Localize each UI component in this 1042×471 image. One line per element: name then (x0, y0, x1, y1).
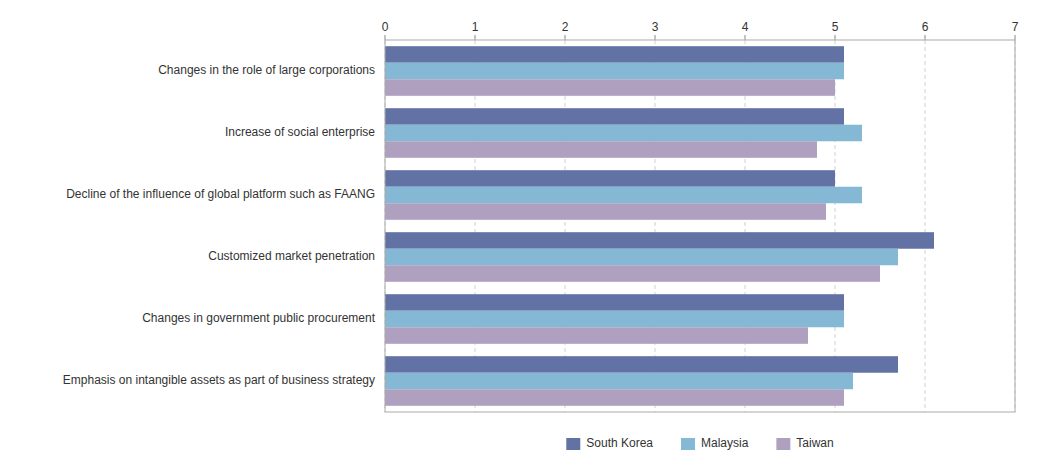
tick-mark (565, 35, 566, 40)
category-label: Increase of social enterprise (225, 125, 375, 139)
legend-swatch (681, 438, 695, 450)
grid (385, 40, 1015, 412)
tick-label: 6 (922, 20, 929, 34)
bar (385, 311, 844, 328)
bar (385, 203, 826, 220)
category-label: Decline of the influence of global platf… (66, 187, 375, 201)
tick-label: 4 (742, 20, 749, 34)
bar (385, 46, 844, 63)
bar (385, 373, 853, 390)
bar (385, 125, 862, 142)
bar (385, 232, 934, 249)
tick-mark (385, 35, 386, 40)
legend-item: Taiwan (776, 436, 833, 450)
tick-label: 0 (382, 20, 389, 34)
tick-mark (925, 35, 926, 40)
bar (385, 170, 835, 187)
bar (385, 108, 844, 125)
tick-mark (745, 35, 746, 40)
bar (385, 294, 844, 311)
bars (385, 46, 934, 406)
tick-mark (1015, 35, 1016, 40)
bar (385, 389, 844, 406)
legend-swatch (566, 438, 580, 450)
grid-line (925, 40, 926, 412)
legend-label: South Korea (586, 436, 653, 450)
bar (385, 141, 817, 158)
category-label: Emphasis on intangible assets as part of… (63, 373, 375, 387)
tick-mark (655, 35, 656, 40)
chart-svg: 0 1 2 3 4 5 6 7 Changes in the role of large cor… (0, 0, 1042, 471)
legend-item: South Korea (566, 436, 653, 450)
bar (385, 249, 898, 266)
bar (385, 63, 844, 80)
bar (385, 265, 880, 282)
bar (385, 327, 808, 344)
legend-item: Malaysia (681, 436, 749, 450)
tick-mark (475, 35, 476, 40)
tick-label: 5 (832, 20, 839, 34)
category-label: Changes in the role of large corporation… (158, 63, 375, 77)
category-label: Changes in government public procurement (142, 311, 375, 325)
legend-swatch (776, 438, 790, 450)
tick-label: 1 (472, 20, 479, 34)
tick-label: 7 (1012, 20, 1019, 34)
tick-mark (835, 35, 836, 40)
bar (385, 356, 898, 373)
legend: South Korea Malaysia Taiwan (566, 436, 833, 450)
category-label: Customized market penetration (208, 249, 375, 263)
legend-label: Malaysia (701, 436, 749, 450)
y-axis: Changes in the role of large corporation… (63, 63, 376, 387)
legend-label: Taiwan (796, 436, 833, 450)
tick-label: 3 (652, 20, 659, 34)
plot-frame (385, 40, 1015, 412)
chart-container: 0 1 2 3 4 5 6 7 Changes in the role of large cor… (0, 0, 1042, 471)
tick-label: 2 (562, 20, 569, 34)
bar (385, 187, 862, 204)
x-axis: 0 1 2 3 4 5 6 7 (382, 20, 1019, 40)
bar (385, 79, 835, 96)
